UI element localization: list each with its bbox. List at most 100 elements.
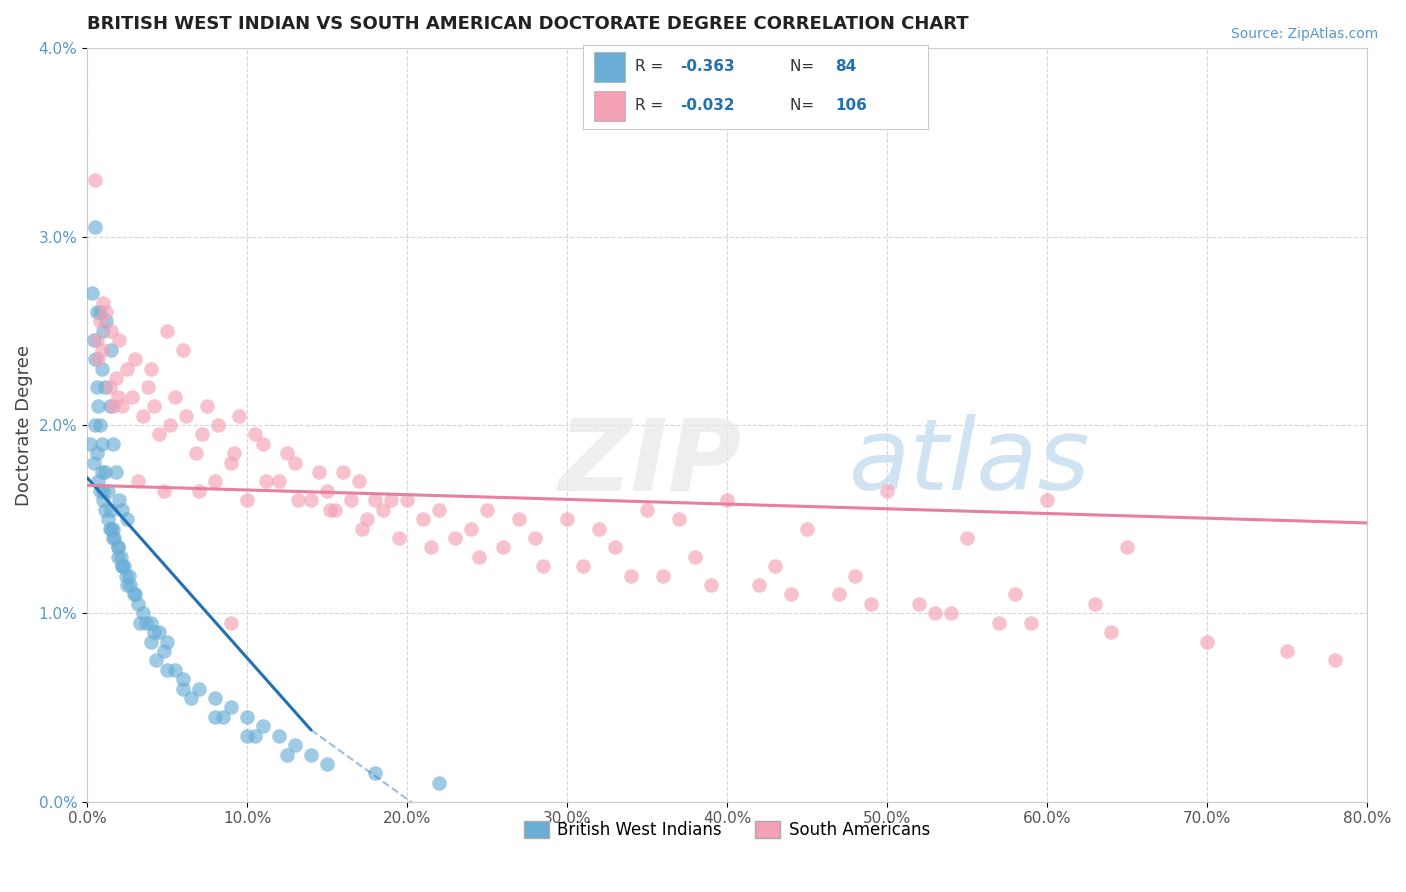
Point (96, 305, 118, 319)
Point (188, 483, 211, 498)
Point (172, 681, 194, 696)
Point (219, 456, 242, 470)
Point (107, 541, 129, 555)
Point (269, 729, 291, 743)
Point (716, 493, 738, 508)
Point (420, 541, 443, 555)
Point (101, 531, 124, 545)
Point (145, 653, 167, 667)
Point (371, 502, 394, 516)
Point (120, 578, 142, 592)
Point (91, 483, 114, 498)
Point (129, 615, 152, 630)
Point (207, 417, 229, 432)
Point (252, 719, 274, 733)
Point (555, 512, 578, 526)
Point (115, 578, 138, 592)
Point (86, 380, 108, 394)
Point (191, 427, 214, 442)
Point (308, 465, 330, 479)
Point (148, 427, 170, 442)
Point (844, 568, 866, 582)
Point (111, 559, 134, 574)
Point (636, 502, 658, 516)
Point (299, 493, 322, 508)
Point (572, 559, 595, 574)
Point (115, 512, 138, 526)
Text: BRITISH WEST INDIAN VS SOUTH AMERICAN DOCTORATE DEGREE CORRELATION CHART: BRITISH WEST INDIAN VS SOUTH AMERICAN DO… (87, 15, 969, 33)
Point (243, 427, 266, 442)
Point (796, 522, 818, 536)
Text: atlas: atlas (849, 414, 1090, 511)
Y-axis label: Doctorate Degree: Doctorate Degree (15, 344, 32, 506)
Point (139, 634, 162, 648)
Point (396, 493, 419, 508)
Point (224, 446, 246, 460)
Point (108, 333, 131, 347)
Point (184, 446, 207, 460)
FancyBboxPatch shape (593, 53, 624, 82)
Point (531, 559, 554, 574)
Point (111, 399, 134, 413)
Text: 106: 106 (835, 98, 868, 113)
Point (165, 390, 187, 404)
Point (780, 587, 803, 601)
Point (828, 587, 851, 601)
Point (219, 700, 242, 714)
Point (316, 483, 339, 498)
Point (89, 314, 111, 328)
Point (122, 587, 145, 601)
Text: -0.363: -0.363 (681, 59, 734, 74)
Point (219, 615, 242, 630)
Point (108, 493, 131, 508)
Point (84, 220, 107, 235)
Point (91, 324, 114, 338)
Point (87, 399, 110, 413)
Point (276, 446, 298, 460)
Point (97, 483, 120, 498)
Point (112, 559, 135, 574)
Point (87, 475, 110, 489)
Point (136, 380, 159, 394)
Point (939, 607, 962, 621)
Point (492, 541, 515, 555)
Point (84, 417, 107, 432)
Point (380, 493, 402, 508)
Point (107, 549, 129, 564)
Point (89, 305, 111, 319)
Point (364, 493, 387, 508)
Point (412, 512, 434, 526)
Point (104, 465, 127, 479)
Point (100, 343, 122, 357)
Point (468, 549, 491, 564)
Point (90, 437, 112, 451)
Point (89, 417, 111, 432)
Point (100, 522, 122, 536)
Point (284, 738, 307, 752)
Point (176, 409, 198, 423)
Point (204, 691, 226, 706)
Point (228, 409, 250, 423)
Point (212, 710, 235, 724)
Point (139, 361, 162, 376)
Point (172, 343, 194, 357)
Point (143, 625, 166, 640)
Point (124, 587, 146, 601)
Point (340, 493, 363, 508)
Point (323, 502, 346, 516)
Point (86, 305, 108, 319)
Point (427, 776, 450, 790)
Point (243, 729, 266, 743)
Point (603, 541, 626, 555)
Point (101, 522, 124, 536)
Point (143, 399, 166, 413)
Point (204, 710, 226, 724)
Text: R =: R = (636, 98, 668, 113)
Point (1019, 615, 1042, 630)
Point (156, 663, 179, 677)
Point (127, 475, 149, 489)
Point (89, 483, 111, 498)
Point (118, 568, 141, 582)
Point (683, 549, 706, 564)
Point (236, 729, 259, 743)
